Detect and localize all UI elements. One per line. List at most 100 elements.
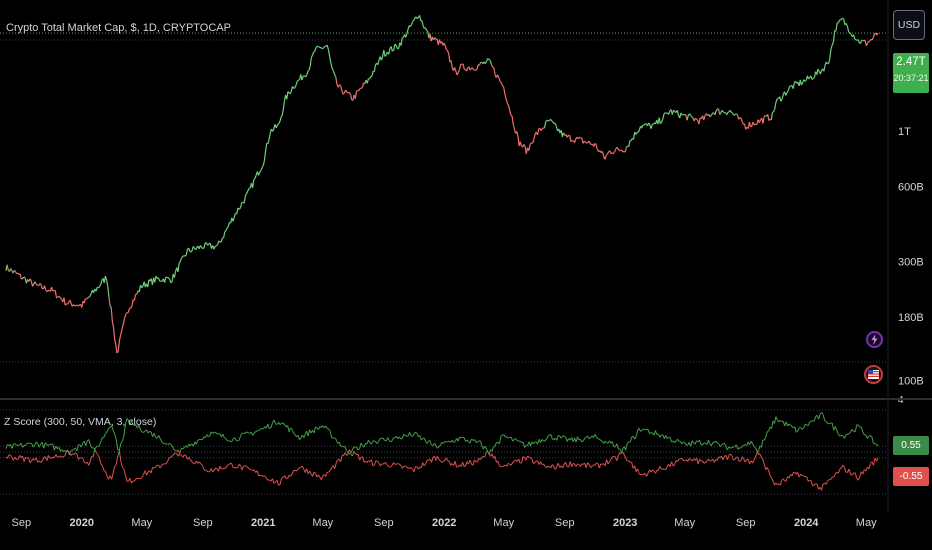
z-series-b-segment	[659, 434, 662, 438]
main-price-plot[interactable]	[5, 15, 879, 354]
z-series-a-segment	[445, 457, 449, 462]
z-series-b-segment	[403, 433, 406, 436]
price-axis[interactable]: 1T 600B 300B 180B 100B 4	[898, 126, 924, 406]
z-series-a-segment	[378, 462, 381, 467]
z-series-a-segment	[566, 438, 570, 442]
z-series-b-segment	[363, 443, 366, 448]
price-segment	[279, 117, 282, 123]
z-series-b-segment	[212, 469, 215, 473]
z-series-b-segment	[80, 442, 84, 448]
z-series-b-segment	[479, 440, 483, 446]
price-segment	[86, 297, 89, 300]
z-series-b-segment	[591, 464, 594, 467]
price-segment	[504, 94, 507, 100]
z-series-b-segment	[55, 454, 58, 458]
z-series-b-segment	[415, 431, 418, 434]
currency-button[interactable]: USD	[893, 10, 925, 40]
z-series-a-segment	[479, 457, 483, 460]
z-series-b-segment	[398, 436, 402, 440]
price-segment	[125, 312, 128, 315]
price-segment	[750, 125, 753, 128]
time-axis[interactable]: Sep 2020 May Sep 2021 May Sep 2022 May Sep 2023 May…	[12, 517, 878, 529]
z-series-a-segment	[34, 441, 37, 446]
price-segment	[121, 324, 124, 330]
z-series-b-segment	[124, 418, 128, 425]
z-series-b-segment	[721, 443, 724, 446]
z-series-b-segment	[541, 463, 544, 466]
z-series-a-segment	[834, 426, 838, 431]
us-flag-icon[interactable]	[864, 365, 883, 384]
price-segment	[412, 19, 415, 22]
z-series-a-segment	[165, 460, 169, 464]
z-series-a-segment	[680, 457, 683, 460]
z-series-a-segment	[338, 442, 342, 447]
price-segment	[635, 132, 638, 135]
z-series-b-segment	[696, 440, 699, 442]
price-segment	[459, 63, 462, 70]
price-segment	[721, 110, 724, 113]
price-segment	[829, 49, 832, 60]
z-series-a-segment	[291, 428, 294, 434]
z-series-b-segment	[743, 444, 746, 446]
z-series-a-segment	[806, 424, 809, 427]
z-series-b-segment	[294, 469, 297, 472]
z-series-a-segment	[399, 463, 402, 466]
price-segment	[384, 54, 387, 57]
z-series-a-segment	[346, 450, 349, 454]
price-segment	[356, 90, 358, 92]
price-segment	[77, 304, 80, 307]
z-series-a-segment	[708, 458, 711, 462]
z-series-a-segment	[821, 412, 824, 415]
z-series-a-segment	[699, 458, 702, 461]
price-segment	[463, 68, 466, 71]
z-series-a-segment	[860, 426, 864, 433]
z-series-a-segment	[744, 459, 748, 463]
z-series-a-segment	[500, 434, 503, 437]
z-series-b-segment	[299, 466, 302, 469]
z-series-a-segment	[329, 430, 333, 438]
z-series-b-segment	[193, 462, 196, 465]
z-series-b-segment	[839, 467, 842, 470]
z-series-b-segment	[726, 446, 730, 451]
lightning-icon[interactable]	[866, 331, 883, 348]
z-series-b-segment	[7, 454, 10, 459]
price-segment	[19, 273, 22, 280]
z-series-a-segment	[161, 463, 164, 466]
z-series-a-segment	[353, 451, 356, 454]
price-segment	[517, 135, 520, 147]
price-segment	[659, 121, 663, 125]
z-series-b-segment	[238, 463, 241, 466]
z-series-b-segment	[177, 449, 181, 455]
price-segment	[248, 187, 251, 189]
price-segment	[261, 165, 264, 168]
price-segment	[787, 86, 791, 91]
z-series-a-segment	[672, 464, 675, 467]
z-score-plot[interactable]	[5, 412, 879, 491]
price-segment	[519, 141, 523, 147]
price-segment	[585, 141, 588, 144]
z-series-b-segment	[351, 446, 355, 451]
price-segment	[13, 270, 16, 272]
z-series-a-segment	[14, 443, 17, 446]
price-segment	[589, 142, 592, 146]
price-segment	[865, 43, 868, 46]
price-segment	[268, 133, 271, 140]
price-segment	[446, 49, 449, 52]
price-segment	[780, 98, 783, 102]
z-series-b-segment	[806, 476, 809, 482]
price-segment	[334, 74, 337, 78]
z-series-b-segment	[246, 466, 249, 469]
price-segment	[658, 117, 661, 124]
indicator-title[interactable]: Z Score (300, 50, VMA, 3, close)	[4, 416, 157, 428]
price-segment	[170, 281, 173, 284]
z-series-b-segment	[405, 435, 407, 437]
z-series-b-segment	[513, 459, 516, 462]
price-segment	[307, 69, 310, 72]
z-series-b-segment	[681, 441, 684, 445]
z-series-a-segment	[843, 434, 847, 439]
z-series-a-segment	[299, 437, 302, 441]
price-segment	[505, 98, 508, 104]
z-series-a-segment	[89, 455, 93, 462]
z-series-a-segment	[175, 452, 178, 455]
